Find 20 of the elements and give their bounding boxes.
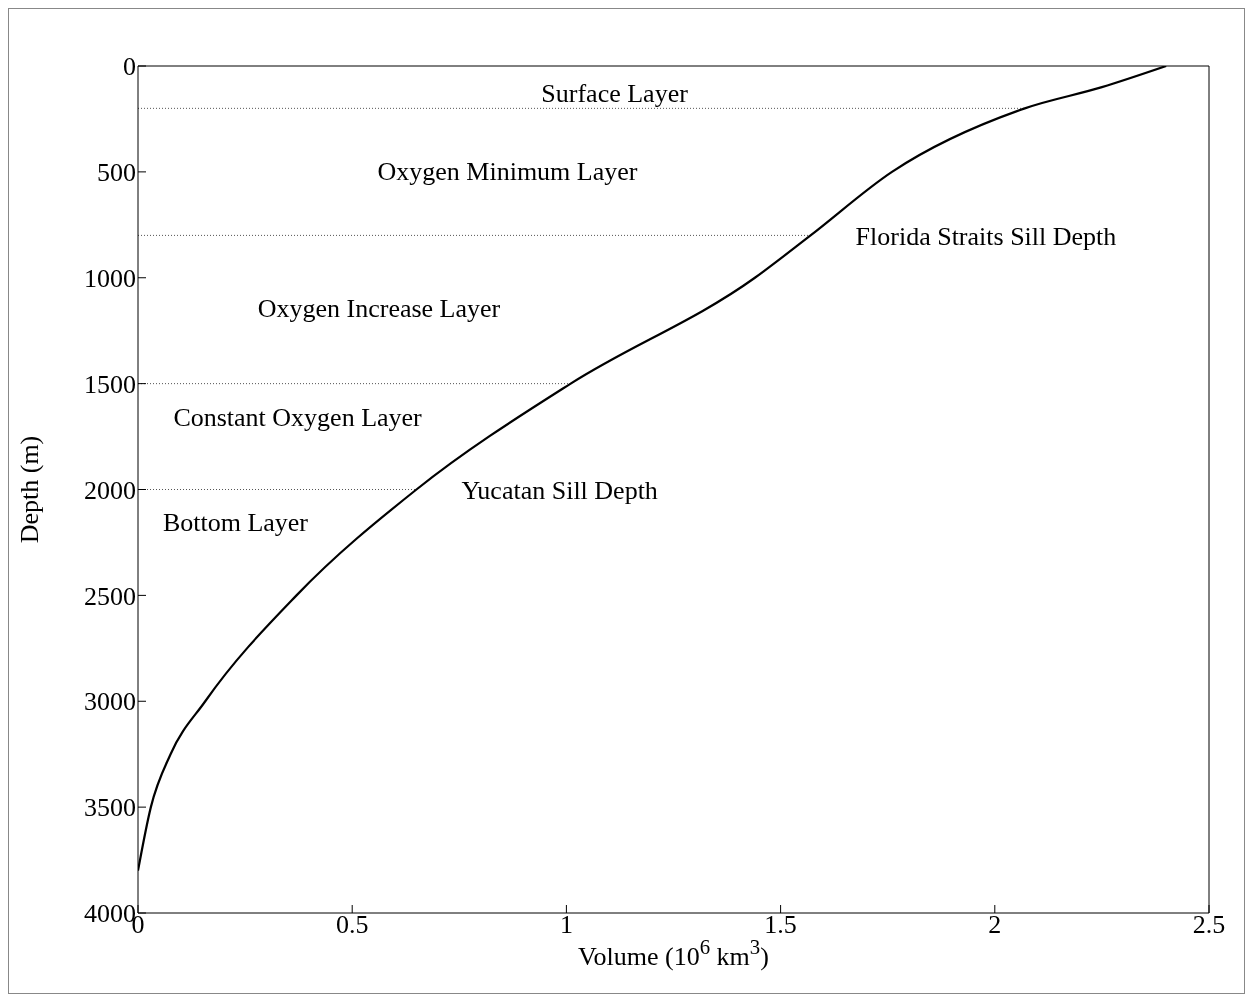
y-tick-label: 500	[97, 158, 136, 188]
annotation: Surface Layer	[541, 78, 688, 109]
annotation: Oxygen Minimum Layer	[377, 156, 638, 187]
annotation: Constant Oxygen Layer	[173, 402, 422, 433]
y-tick-label: 3500	[84, 793, 136, 823]
y-tick-label: 2500	[84, 581, 136, 611]
ref-line-label: Florida Straits Sill Depth	[855, 221, 1117, 251]
annotation: Bottom Layer	[162, 508, 309, 539]
ref-line-label: Yucatan Sill Depth	[461, 475, 658, 505]
y-tick-label: 2000	[84, 475, 136, 505]
y-tick-label: 3000	[84, 687, 136, 717]
y-tick-label: 1500	[84, 369, 136, 399]
annotation: Oxygen Increase Layer	[257, 294, 501, 325]
x-tick-label: 2	[988, 910, 1002, 940]
y-tick-label: 0	[123, 52, 136, 82]
y-axis-title: Depth (m)	[15, 435, 45, 544]
x-tick-label: 0.5	[335, 910, 369, 940]
x-tick-label: 1	[559, 910, 573, 940]
y-tick-label: 1000	[84, 263, 136, 293]
x-tick-label: 2.5	[1192, 910, 1226, 940]
